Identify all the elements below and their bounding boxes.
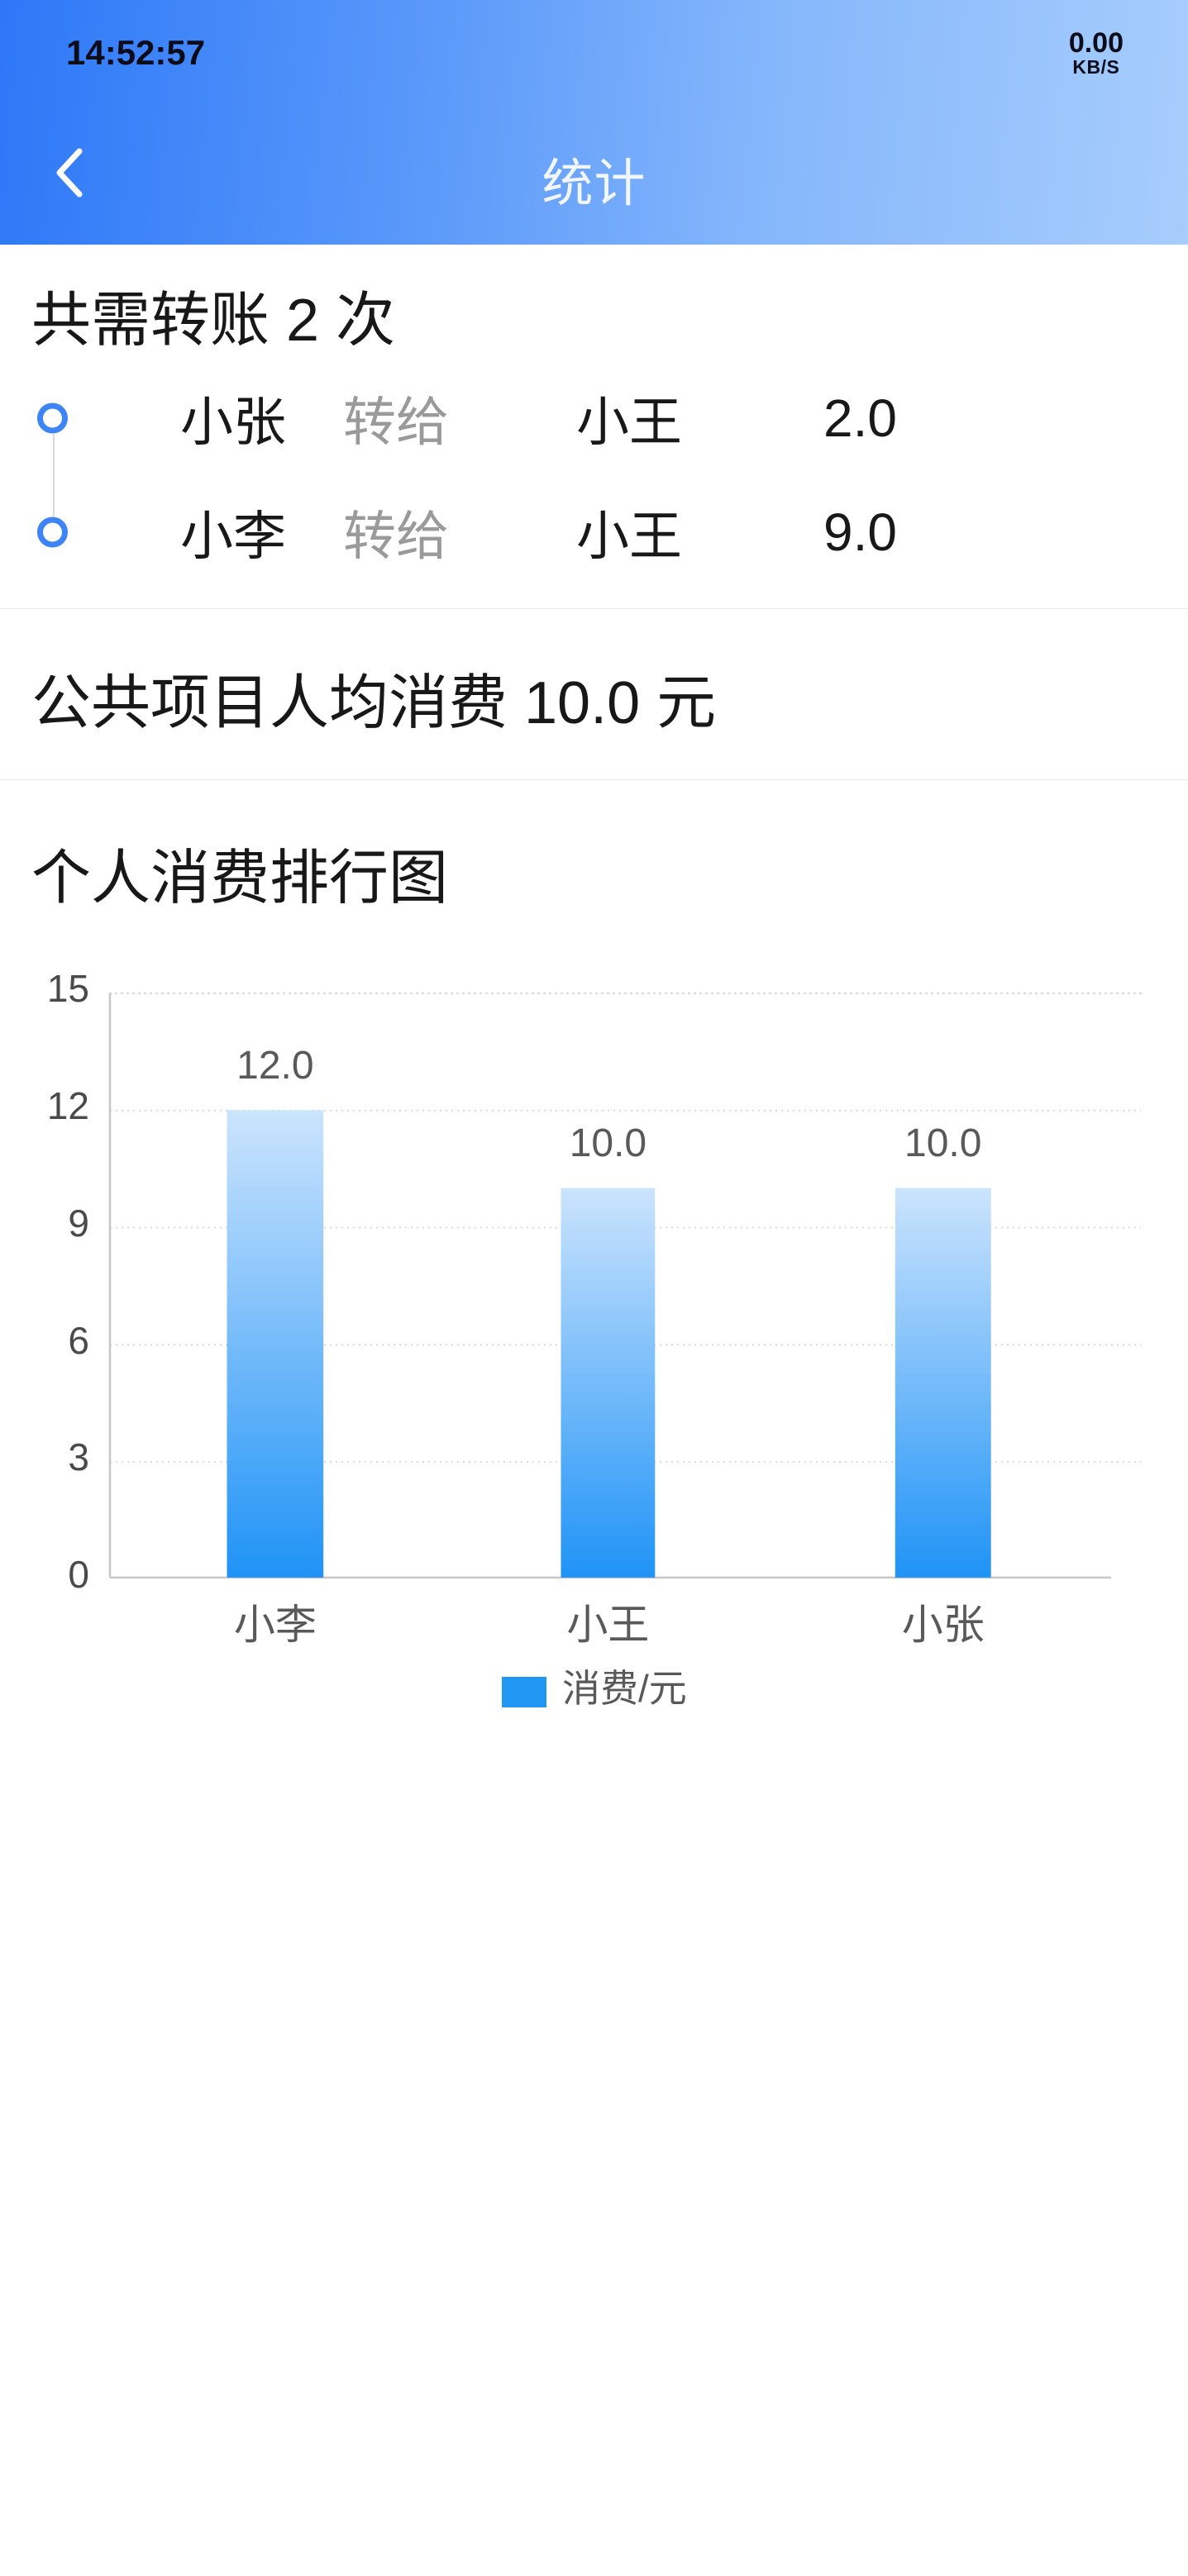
svg-text:10.0: 10.0	[904, 1121, 981, 1165]
svg-text:0: 0	[68, 1553, 89, 1596]
svg-text:12: 12	[47, 1084, 89, 1127]
svg-text:小李: 小李	[234, 1602, 317, 1648]
svg-text:3: 3	[68, 1436, 89, 1478]
svg-text:9: 9	[68, 1202, 89, 1245]
svg-text:12.0: 12.0	[236, 1044, 313, 1088]
svg-text:小王: 小王	[566, 1602, 649, 1648]
svg-text:10.0: 10.0	[570, 1121, 646, 1165]
svg-text:6: 6	[68, 1319, 89, 1362]
svg-text:15: 15	[47, 967, 89, 1010]
svg-text:消费/元: 消费/元	[562, 1667, 687, 1710]
svg-text:小张: 小张	[902, 1602, 985, 1648]
